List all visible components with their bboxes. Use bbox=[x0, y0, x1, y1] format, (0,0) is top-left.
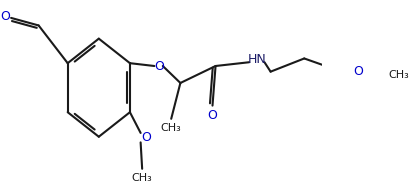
Text: O: O bbox=[141, 131, 151, 144]
Text: CH₃: CH₃ bbox=[387, 70, 408, 80]
Text: O: O bbox=[0, 9, 10, 23]
Text: HN: HN bbox=[247, 53, 265, 66]
Text: CH₃: CH₃ bbox=[160, 123, 181, 133]
Text: O: O bbox=[154, 60, 164, 72]
Text: CH₃: CH₃ bbox=[131, 173, 152, 182]
Text: O: O bbox=[207, 110, 217, 122]
Text: O: O bbox=[353, 65, 362, 78]
